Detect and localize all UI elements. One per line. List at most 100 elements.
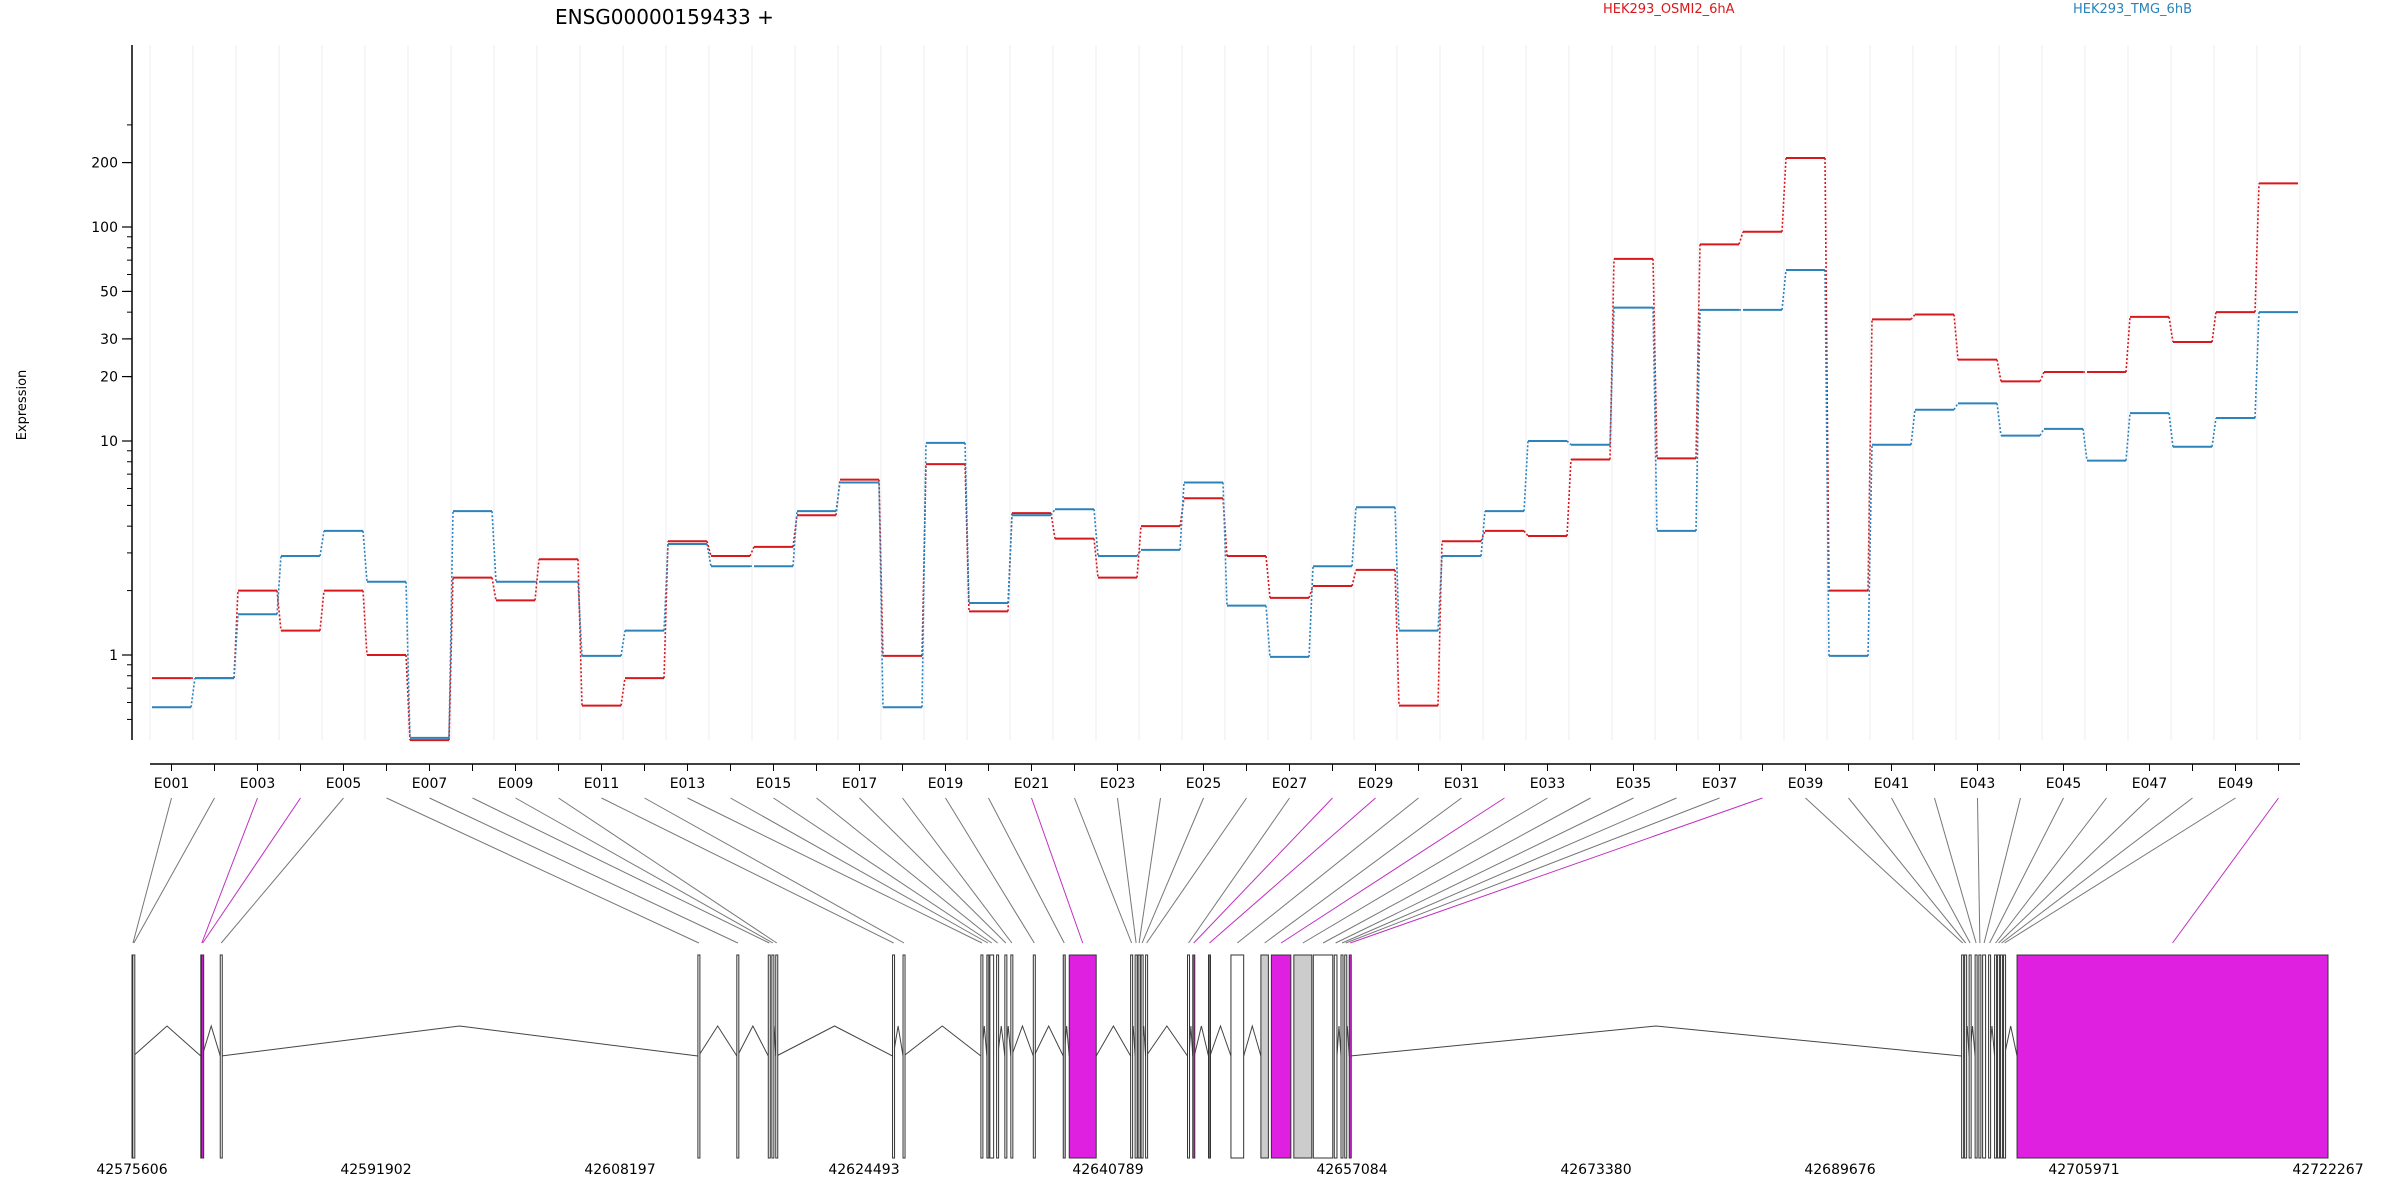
exon-box-e013 xyxy=(980,954,984,1159)
series-transition xyxy=(964,442,970,604)
series-transition xyxy=(1093,538,1099,578)
series-transition xyxy=(1781,158,1787,232)
connector-line xyxy=(1146,797,1247,944)
series-2 xyxy=(152,268,2298,739)
series-transition xyxy=(448,577,454,741)
series-transition xyxy=(362,590,368,656)
x-tick-label: E029 xyxy=(1358,776,1394,792)
series-transition xyxy=(1007,515,1013,604)
intron-line xyxy=(1033,1024,1064,1057)
connector-line xyxy=(1280,797,1505,944)
series-transition xyxy=(190,677,196,708)
intron-line xyxy=(736,1024,769,1057)
series-transition xyxy=(2039,428,2045,436)
exon-box-e037 xyxy=(1344,954,1348,1159)
series-transition xyxy=(1652,307,1658,531)
connector-line xyxy=(220,797,344,944)
connector-line xyxy=(816,797,998,944)
legend-entry-series-2: HEK293_TMG_6hB xyxy=(2073,2,2192,17)
connector-line xyxy=(1891,797,1971,944)
series-transition xyxy=(1265,605,1271,657)
x-tick-label: E013 xyxy=(670,776,706,792)
exon-box-e021 xyxy=(1068,954,1097,1159)
series-transition xyxy=(1480,511,1486,557)
series-transition xyxy=(792,511,798,567)
series-transition xyxy=(577,581,583,656)
exon-box-e041 xyxy=(1968,954,1972,1159)
series-transition xyxy=(1437,541,1443,706)
series-transition xyxy=(1136,549,1142,557)
exon-box-e049 xyxy=(2003,954,2007,1159)
exon-box-e044 xyxy=(1982,954,1987,1159)
connector-line xyxy=(1237,797,1419,944)
connector-line xyxy=(1983,797,2021,944)
series-transition xyxy=(921,442,927,708)
exon-box-e007 xyxy=(736,954,740,1159)
series-transition xyxy=(1566,440,1572,446)
connector-line xyxy=(1345,797,1720,944)
series-transition xyxy=(878,482,884,708)
series-transition xyxy=(620,677,626,706)
intron-line xyxy=(1193,1025,1209,1057)
x-tick-label: E041 xyxy=(1874,776,1910,792)
connector-line xyxy=(1188,797,1290,944)
series-transition xyxy=(233,614,239,679)
series-transition xyxy=(577,559,583,706)
x-tick-label: E017 xyxy=(842,776,878,792)
series-transition xyxy=(706,541,712,557)
connector-line xyxy=(1335,797,1634,944)
connector-line xyxy=(687,797,983,944)
y-tick-label: 1 xyxy=(109,648,118,664)
series-transition xyxy=(1050,513,1056,539)
series-transition xyxy=(448,511,454,738)
connector-line xyxy=(1995,797,2107,944)
exon-box-e042 xyxy=(1974,954,1978,1159)
series-transition xyxy=(2168,316,2174,343)
exon-box-e004 xyxy=(201,954,205,1159)
intron-line xyxy=(1243,1024,1262,1057)
exon-box-e012 xyxy=(902,954,906,1159)
genomic-tick-label: 42591902 xyxy=(340,1162,411,1178)
series-transition xyxy=(1781,269,1787,310)
exon-box-e005 xyxy=(219,954,223,1159)
y-tick-label: 200 xyxy=(91,156,118,172)
connector-line xyxy=(133,797,215,944)
connector-line xyxy=(2004,797,2236,944)
series-transition xyxy=(233,590,239,679)
exon-box-e050 xyxy=(2016,954,2329,1159)
x-tick-label: E027 xyxy=(1272,776,1308,792)
x-tick-label: E033 xyxy=(1530,776,1566,792)
series-transition xyxy=(1867,319,1873,591)
x-tick-label: E035 xyxy=(1616,776,1652,792)
exon-box-e019 xyxy=(1032,954,1036,1159)
y-axis-label: Expression xyxy=(15,370,30,441)
exon-box-e045 xyxy=(1988,954,1992,1159)
x-tick-label: E049 xyxy=(2218,776,2254,792)
connector-line xyxy=(1322,797,1591,944)
intron-line xyxy=(1095,1024,1132,1057)
series-transition xyxy=(2254,183,2260,313)
y-tick-label: 30 xyxy=(100,332,118,348)
intron-line xyxy=(2003,1025,2018,1057)
connector-line xyxy=(644,797,905,944)
series-transition xyxy=(319,530,325,557)
series-transition xyxy=(1953,314,1959,360)
x-tick-label: E015 xyxy=(756,776,792,792)
x-tick-label: E025 xyxy=(1186,776,1222,792)
exon-box-e027 xyxy=(1187,954,1191,1159)
series-transition xyxy=(749,546,755,557)
genomic-tick-label: 42575606 xyxy=(96,1162,167,1178)
genomic-tick-label: 42657084 xyxy=(1316,1162,1387,1178)
connector-line xyxy=(945,797,1035,944)
series-transition xyxy=(1867,444,1873,656)
x-tick-label: E007 xyxy=(412,776,448,792)
exon-box-e022 xyxy=(1130,954,1134,1159)
connector-line xyxy=(601,797,894,944)
exon-box-e046 xyxy=(1994,954,1998,1159)
series-transition xyxy=(1523,530,1529,537)
x-tick-label: E005 xyxy=(326,776,362,792)
exon-box-e025 xyxy=(1140,954,1144,1159)
series-transition xyxy=(362,530,368,582)
